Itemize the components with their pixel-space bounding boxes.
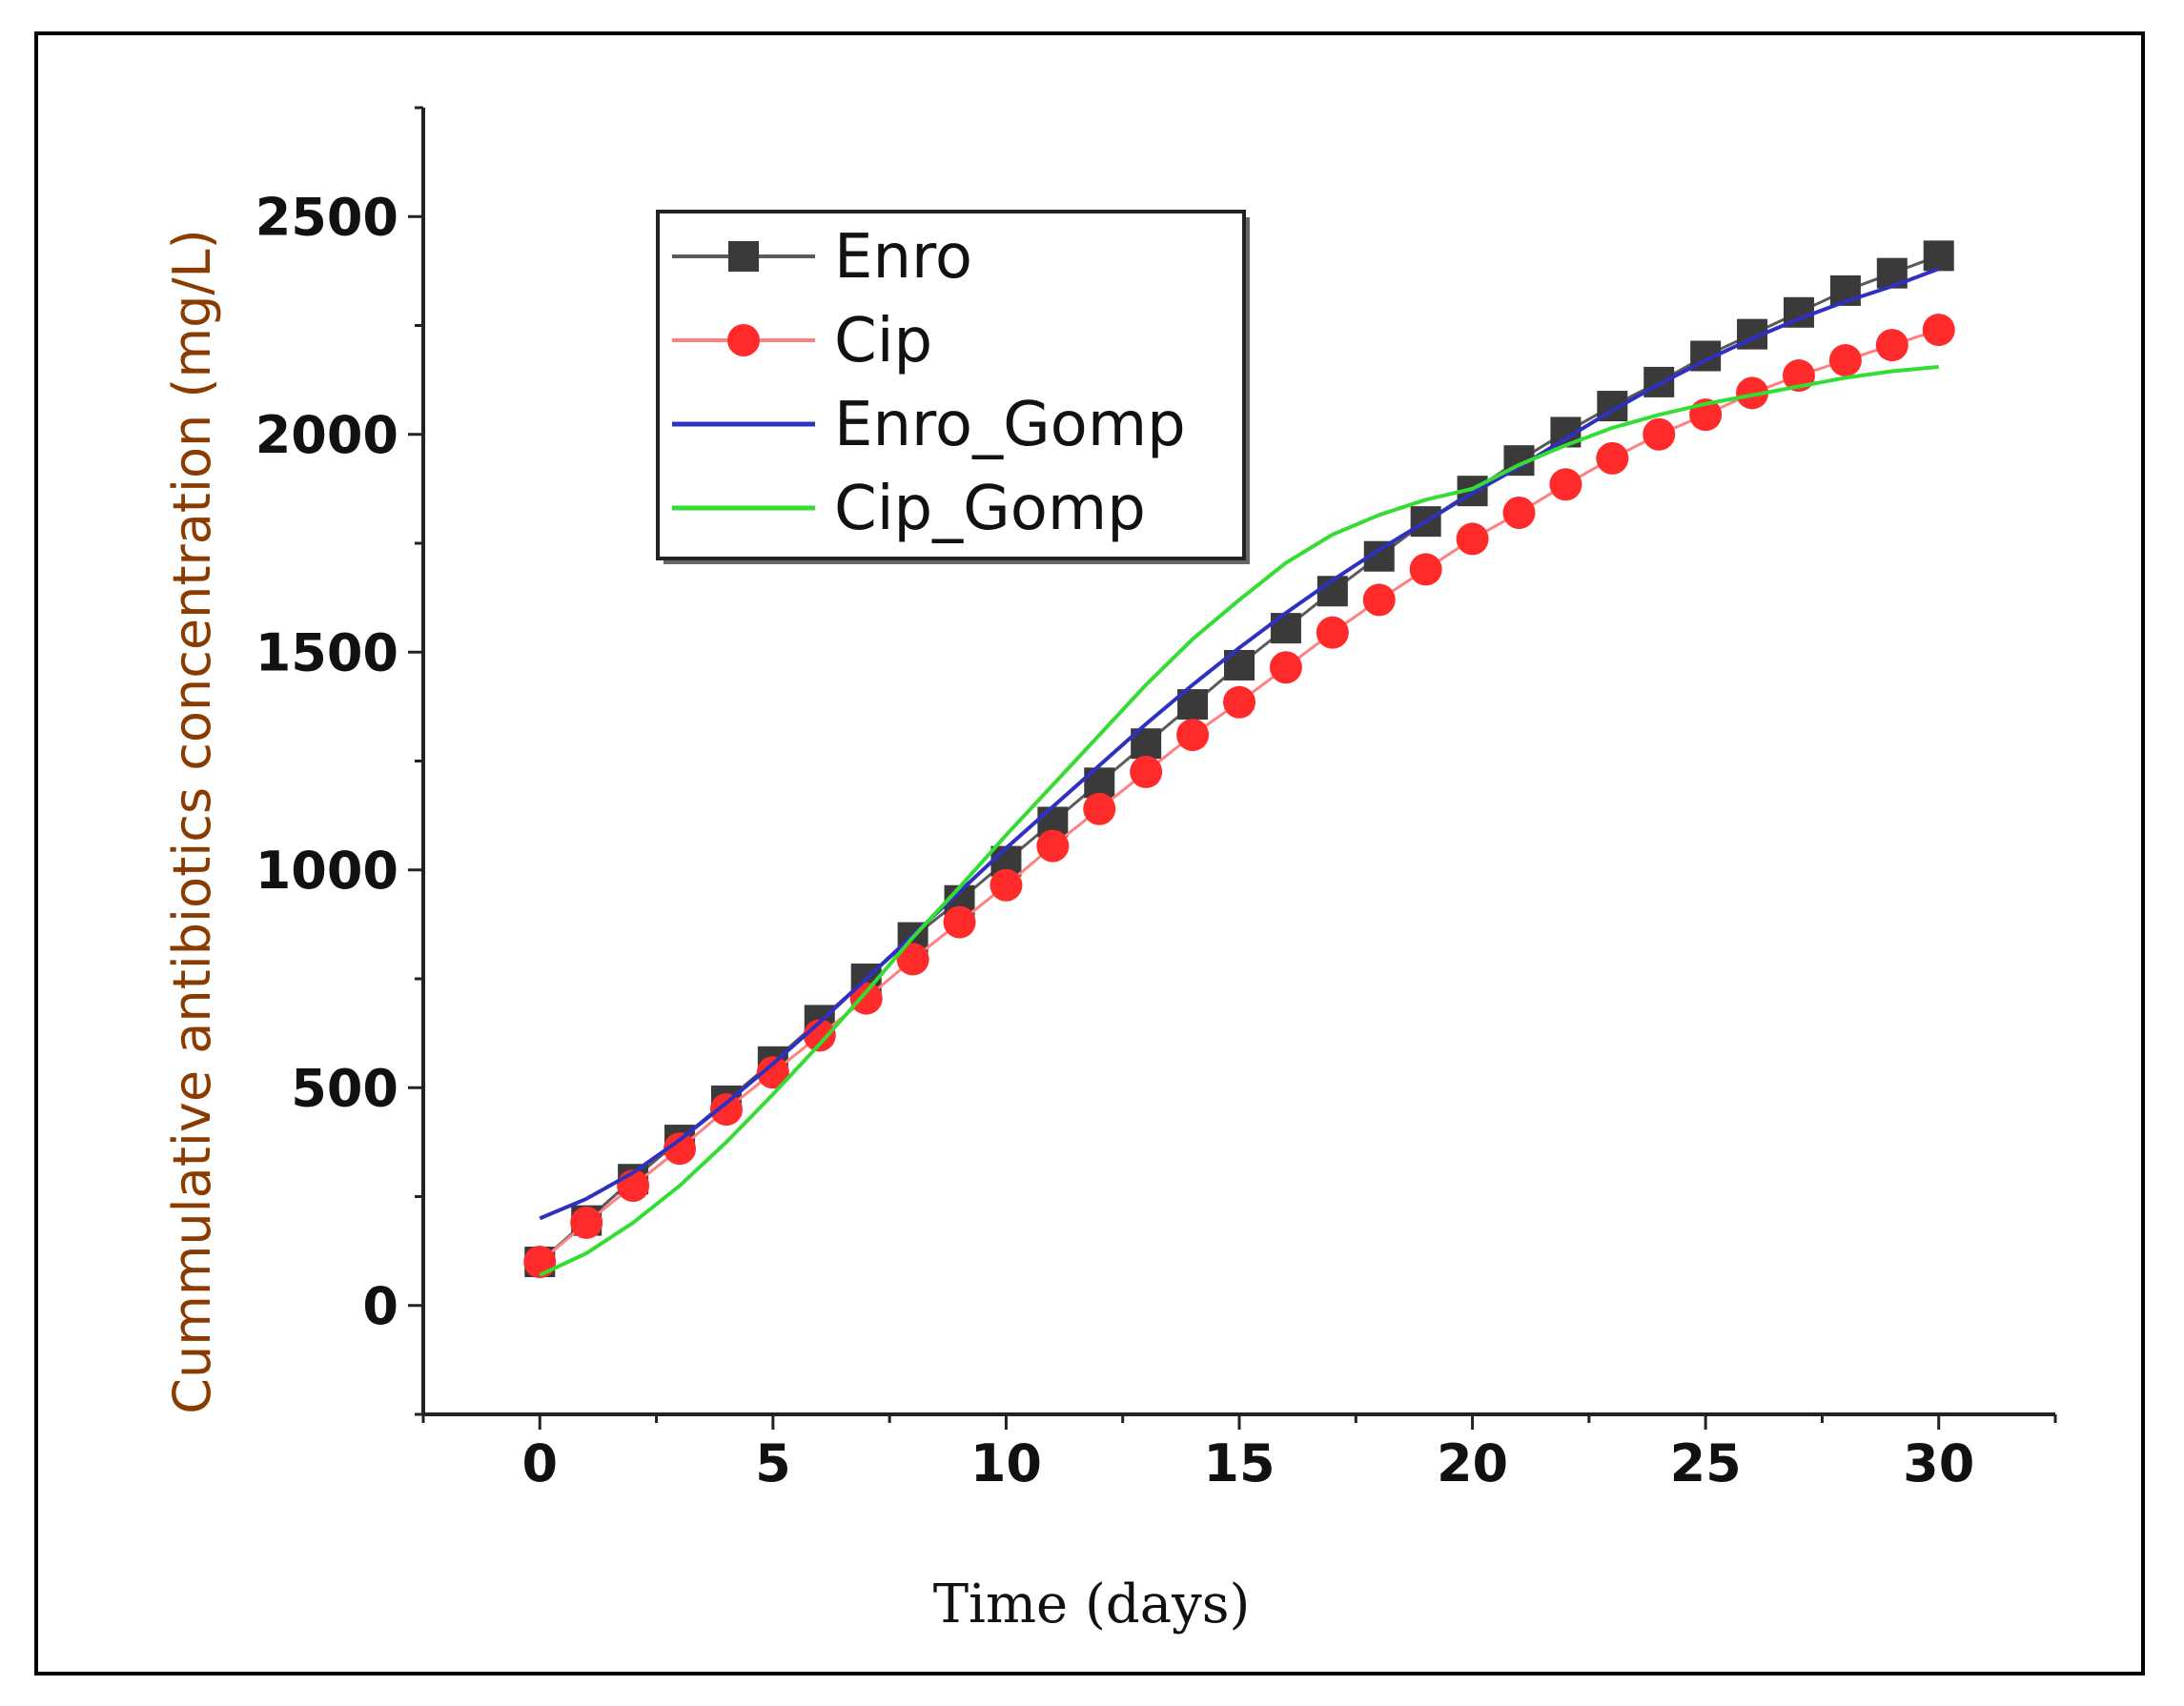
enro-gomp-line [539,267,1940,1221]
cip-point [1036,829,1070,863]
cip-point [1223,685,1255,719]
legend-label-cip-gomp: Cip_Gomp [834,474,1146,544]
legend-marker-enro [728,241,759,272]
cip-point [1502,497,1536,530]
enro-point [1923,240,1954,272]
legend-label-cip: Cip [834,306,932,376]
cip-point [1875,329,1908,362]
x-tick-label: 10 [970,1433,1042,1493]
series-cip [523,314,1955,1279]
cip-point [1596,441,1629,475]
cip-gomp-line [539,364,1939,1277]
enro-point [1643,366,1675,397]
cip-point [990,868,1023,902]
series-enro-gomp [539,267,1940,1221]
y-tick-label: 1000 [255,841,398,901]
cip-point [1362,583,1396,617]
series-cip-gomp [539,364,1939,1277]
legend: Enro Cip Enro_Gomp Cip_Gomp [656,210,1250,564]
cip-point [1409,553,1442,586]
series-layer [523,240,1955,1279]
enro-point [1270,613,1301,644]
cip-point [1130,755,1163,788]
y-tick-label: 2500 [255,187,398,247]
x-axis-title: Time (days) [933,1574,1251,1635]
cip-point [1316,616,1349,649]
y-tick-label: 1500 [255,622,398,682]
legend-marker-cip [727,324,760,356]
chart-svg: 0 5 10 15 20 25 30 0 500 1000 1500 2000 2500 Time (… [162,106,2057,1635]
cip-point [1828,344,1862,377]
y-tick-label: 500 [291,1058,398,1118]
cip-point [1643,417,1676,451]
x-tick-label: 20 [1437,1433,1508,1493]
cip-point [1269,651,1302,684]
cip-point [1083,792,1116,825]
cip-point [570,1206,603,1239]
x-tick-label: 15 [1203,1433,1275,1493]
cip-point [709,1093,743,1127]
legend-label-enro-gomp: Enro_Gomp [834,390,1186,460]
legend-label-enro: Enro [834,222,972,293]
cip-point [663,1132,697,1166]
x-tick-label: 0 [521,1433,558,1493]
x-tick-label: 5 [755,1433,791,1493]
cip-point [943,905,976,939]
y-tick-label: 0 [362,1276,398,1336]
x-tick-label: 25 [1670,1433,1742,1493]
cip-point [1176,719,1210,752]
cip-point [896,943,929,976]
cip-point [1549,468,1582,501]
cip-point [1456,522,1489,556]
x-ticks: 0 5 10 15 20 25 30 [421,1414,2057,1493]
x-tick-label: 30 [1903,1433,1974,1493]
figure-frame: 0 5 10 15 20 25 30 0 500 1000 1500 2000 2500 Time (… [34,31,2145,1676]
y-axis-title: Cummulative antibiotics concentration (m… [162,229,222,1413]
cip-point [1736,376,1769,410]
y-ticks: 0 500 1000 1500 2000 2500 [255,106,423,1416]
y-tick-label: 2000 [255,405,398,465]
cip-point [756,1056,789,1089]
cip-point [1922,314,1955,347]
cip-point [849,982,883,1015]
